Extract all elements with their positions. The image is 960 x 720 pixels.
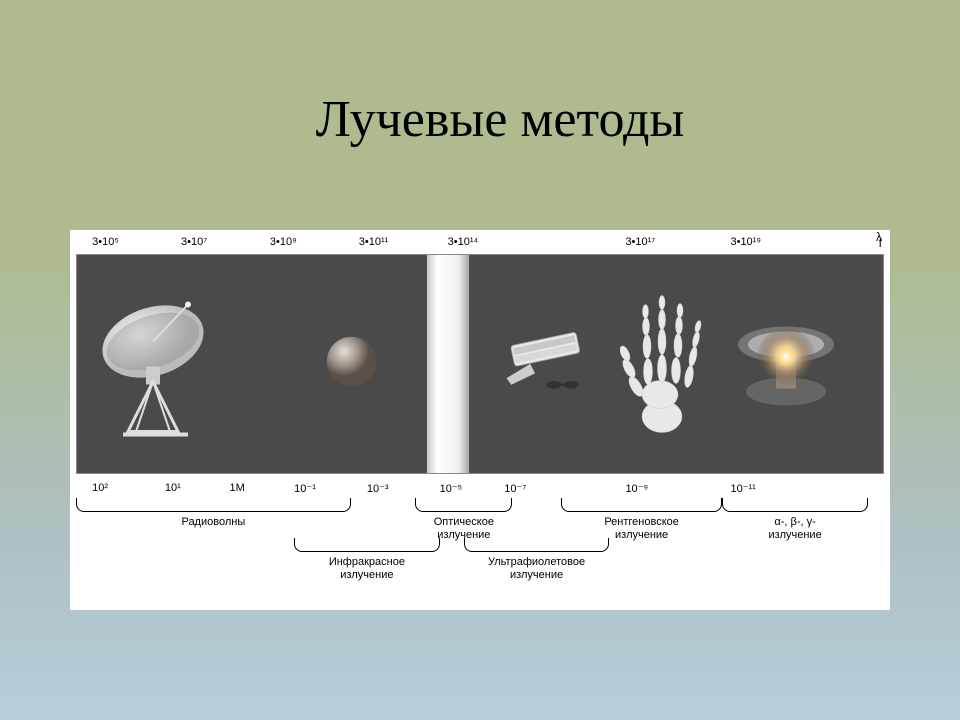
- band-label: Радиоволны: [76, 498, 351, 529]
- uv-lamp-icon: [497, 324, 592, 404]
- wave-tick: 10⁻⁵: [440, 482, 463, 495]
- freq-tick: 3•10¹⁹: [730, 236, 761, 248]
- wave-tick: 10⁻¹¹: [730, 482, 755, 495]
- radio-telescope-icon: [98, 287, 218, 442]
- wave-tick: 10⁻⁹: [625, 482, 648, 495]
- wave-tick: 10⁻³: [367, 482, 389, 495]
- band-labels: Радиоволны ИнфракрасноеизлучениеОптическо…: [76, 498, 884, 598]
- freq-tick: 3•10⁵: [92, 236, 119, 248]
- freq-tick: 3•10⁷: [181, 236, 207, 248]
- optical-column-icon: [425, 255, 471, 473]
- wave-tick: 10²: [92, 482, 108, 494]
- xray-hand-icon: [620, 287, 710, 442]
- wave-tick: 10⁻⁷: [504, 482, 526, 495]
- freq-tick: 3•10¹⁷: [625, 236, 655, 248]
- page-title: Лучевые методы: [0, 0, 960, 149]
- band-label: Инфракрасноеизлучение: [294, 538, 439, 581]
- spectrum-band: [76, 254, 884, 474]
- nuclear-cloud-icon: [731, 307, 841, 422]
- spectrum-diagram: 3•10⁵3•10⁷3•10⁹3•10¹¹3•10¹⁴3•10¹⁷3•10¹⁹ …: [70, 230, 890, 610]
- frequency-axis: 3•10⁵ 3•10⁷ 3•10⁹ 3•10¹¹ 3•10¹⁴ 3•10¹⁷ 3•10¹⁹: [76, 236, 884, 252]
- wave-tick: 10¹: [165, 482, 181, 494]
- band-label: Рентгеновскоеизлучение: [561, 498, 723, 541]
- wave-tick: 1М: [230, 482, 245, 494]
- freq-tick: 3•10⁹: [270, 236, 297, 248]
- freq-tick: 3•10¹⁴: [448, 236, 479, 248]
- wave-tick: 10⁻¹: [294, 482, 316, 495]
- band-label: α-, β-, γ-излучение: [722, 498, 867, 541]
- band-label: Ультрафиолетовоеизлучение: [464, 538, 609, 581]
- infrared-sphere-icon: [324, 334, 379, 394]
- band-label: Оптическоеизлучение: [415, 498, 512, 541]
- wavelength-symbol: λ: [876, 230, 882, 244]
- freq-tick: 3•10¹¹: [359, 236, 389, 248]
- wavelength-axis: 10² 10¹ 1М 10⁻¹ 10⁻³ 10⁻⁵ 10⁻⁷ 10⁻⁹ 10⁻¹¹: [76, 482, 884, 498]
